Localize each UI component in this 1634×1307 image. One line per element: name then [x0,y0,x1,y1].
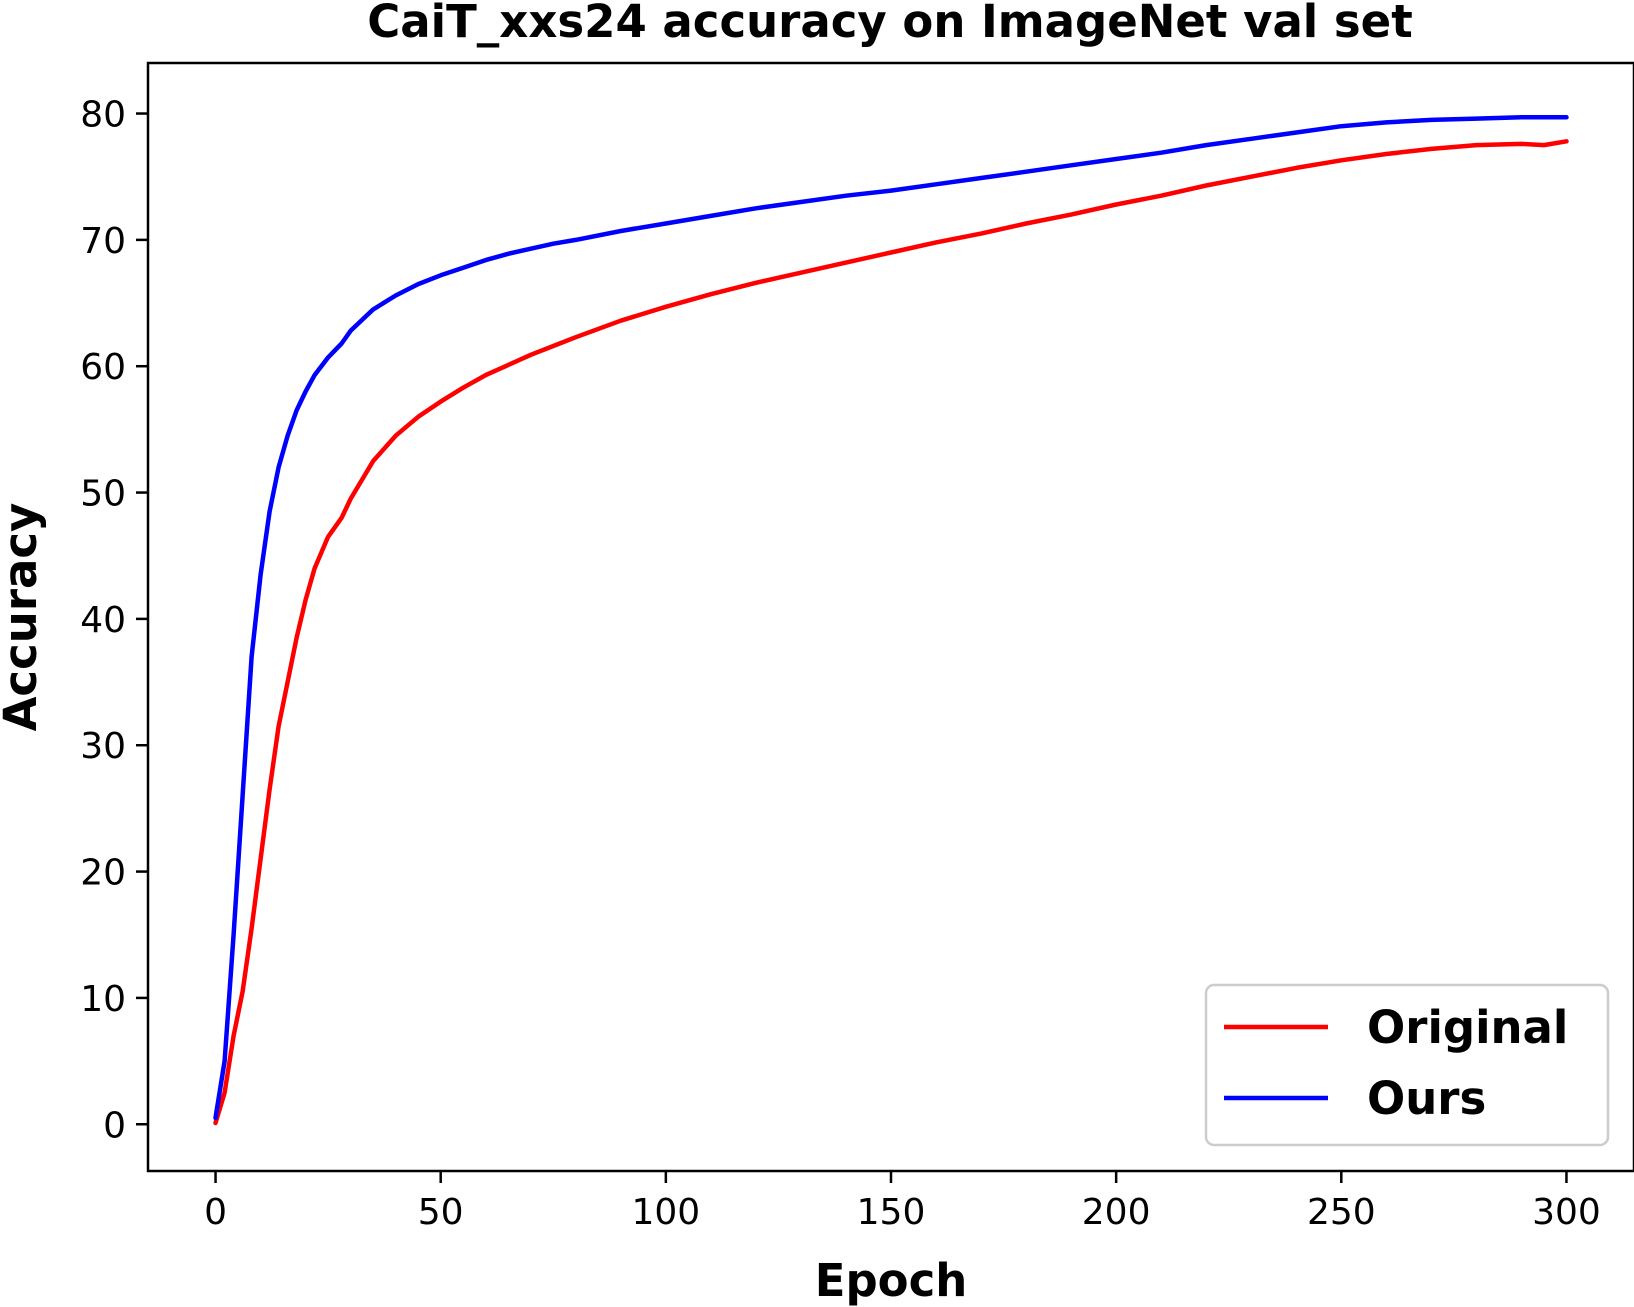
y-axis-label: Accuracy [0,503,47,732]
y-tick-label: 60 [80,347,126,388]
x-tick-label: 50 [418,1192,464,1233]
y-tick-label: 20 [80,853,126,894]
x-tick-label: 150 [857,1192,926,1233]
y-tick-label: 40 [80,600,126,641]
y-axis-ticks: 0 10 20 30 40 50 60 70 80 [80,95,148,1146]
y-tick-label: 80 [80,95,126,136]
legend: Original Ours [1204,983,1610,1147]
series-lines [213,115,1569,1126]
y-tick-label: 30 [80,726,126,767]
y-tick-label: 0 [103,1105,126,1146]
y-tick-label: 50 [80,474,126,515]
y-tick-label: 10 [80,979,126,1020]
chart-title: CaiT_xxs24 accuracy on ImageNet val set [367,0,1412,48]
x-tick-label: 250 [1307,1192,1376,1233]
x-tick-label: 0 [204,1192,227,1233]
y-tick-label: 70 [80,221,126,262]
legend-label-ours: Ours [1367,1072,1486,1125]
series-line-ours [213,115,1569,1121]
x-tick-label: 300 [1532,1192,1601,1233]
x-tick-label: 100 [631,1192,700,1233]
plot-area: 0 50 100 150 200 250 300 0 10 20 30 40 50 60 70 80 [80,61,1634,1233]
series-line-original [213,139,1569,1126]
x-axis-ticks: 0 50 100 150 200 250 300 [204,1171,1601,1233]
x-axis-label: Epoch [815,1254,968,1307]
legend-label-original: Original [1367,1001,1568,1054]
x-tick-label: 200 [1082,1192,1151,1233]
